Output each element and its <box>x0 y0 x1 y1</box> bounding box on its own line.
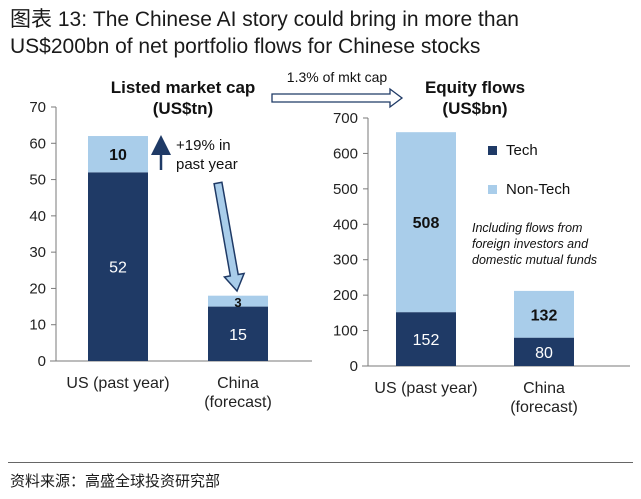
right-y-tick-label: 700 <box>333 110 358 127</box>
left-data-label: 10 <box>109 147 127 164</box>
left-y-tick-label: 60 <box>29 135 46 152</box>
left-y-tick-label: 50 <box>29 172 46 189</box>
right-data-label: 80 <box>535 345 553 362</box>
source-divider <box>8 462 633 463</box>
left-y-tick-label: 0 <box>38 353 46 370</box>
right-y-tick-label: 300 <box>333 252 358 269</box>
legend-swatch-non_tech <box>488 185 497 194</box>
right-bar-tech-us <box>396 312 456 366</box>
market-cap-chart: Listed market cap (US$tn) 0 10 20 30 40 50 60 70 5… <box>29 78 312 411</box>
left-data-label: 3 <box>234 295 241 310</box>
projection-arrow-icon <box>213 181 246 293</box>
growth-annotation: +19% in past year <box>176 137 238 173</box>
right-chart-units: (US$bn) <box>442 99 507 118</box>
right-y-tick-label: 500 <box>333 181 358 198</box>
connector-arrow-icon <box>271 87 404 109</box>
right-y-tick-label: 0 <box>350 358 358 375</box>
left-bar-tech-china <box>208 306 268 361</box>
left-chart-title: Listed market cap <box>111 78 256 97</box>
left-y-tick-label: 40 <box>29 208 46 225</box>
right-y-tick-label: 200 <box>333 287 358 304</box>
right-data-label: 132 <box>531 307 558 324</box>
left-category-label: China (forecast) <box>204 375 272 411</box>
figure-title: 图表 13: The Chinese AI story could bring … <box>10 6 630 60</box>
right-bar-non_tech-us <box>396 132 456 313</box>
right-category-label: China (forecast) <box>510 380 578 416</box>
legend-swatch-tech <box>488 146 497 155</box>
right-y-tick-label: 600 <box>333 145 358 162</box>
connector-label: 1.3% of mkt cap <box>287 69 388 85</box>
legend-label-tech: Tech <box>506 142 538 159</box>
left-y-tick-label: 10 <box>29 317 46 334</box>
left-bar-non_tech-us <box>88 136 148 173</box>
right-y-tick-label: 400 <box>333 216 358 233</box>
left-y-tick-label: 20 <box>29 280 46 297</box>
left-chart-units: (US$tn) <box>153 99 213 118</box>
equity-flows-chart: Equity flows (US$bn) 0 100 200 300 400 500 600 70… <box>333 78 630 416</box>
flows-note: Including flows from foreign investors an… <box>472 221 597 267</box>
left-data-label: 15 <box>229 327 247 344</box>
right-data-label: 152 <box>413 332 440 349</box>
right-bar-tech-china <box>514 337 574 366</box>
left-bar-tech-us <box>88 172 148 361</box>
right-chart-title: Equity flows <box>425 78 525 97</box>
left-bar-non_tech-china <box>208 295 268 307</box>
left-y-tick-label: 30 <box>29 244 46 261</box>
legend-label-non_tech: Non-Tech <box>506 181 570 198</box>
right-y-tick-label: 100 <box>333 323 358 340</box>
right-data-label: 508 <box>413 215 440 232</box>
left-y-tick-label: 70 <box>29 99 46 116</box>
figure-title-line1: 图表 13: The Chinese AI story could bring … <box>10 8 519 31</box>
source-note: 资料来源：高盛全球投资研究部 <box>10 473 221 490</box>
figure-title-line2: US$200bn of net portfolio flows for Chin… <box>10 35 481 58</box>
right-category-label: US (past year) <box>374 380 477 397</box>
right-bar-non_tech-china <box>514 290 574 338</box>
left-data-label: 52 <box>109 260 127 277</box>
left-category-label: US (past year) <box>66 375 169 392</box>
connector-arrow: 1.3% of mkt cap <box>271 69 404 109</box>
